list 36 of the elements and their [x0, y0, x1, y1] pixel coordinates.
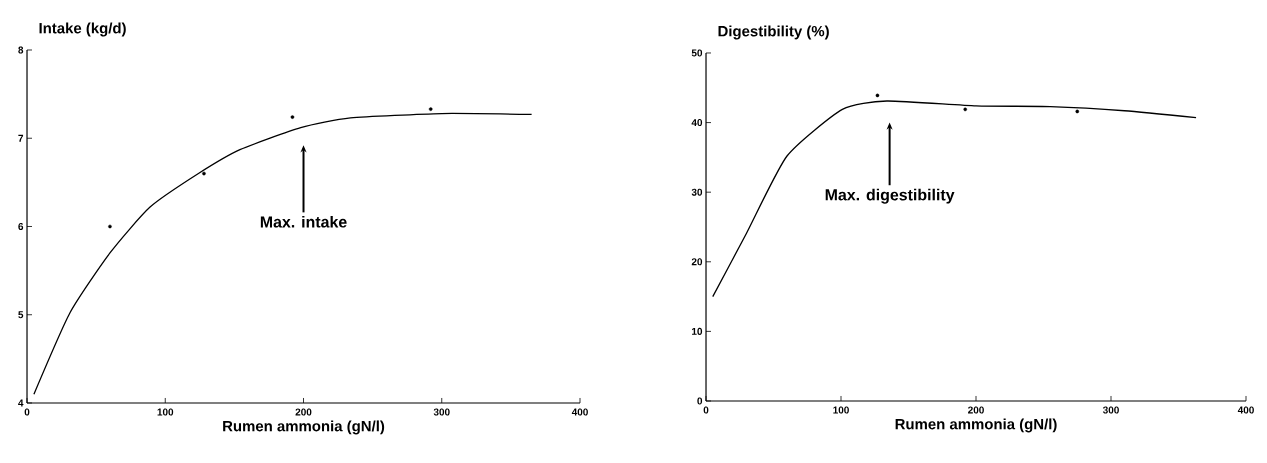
x-tick-label: 200	[968, 406, 984, 414]
y-tick-label: 10	[692, 327, 703, 335]
point	[290, 115, 295, 119]
chart-title: Digestibility (%)	[718, 25, 829, 40]
x-tick-label: 100	[157, 408, 174, 416]
y-tick-label: 5	[18, 311, 24, 319]
x-axis-title: Rumen ammonia (gN/l)	[895, 418, 1057, 433]
x-tick-label: 0	[24, 408, 30, 416]
x-tick-label: 0	[703, 406, 709, 414]
point	[202, 171, 206, 176]
y-tick-label: 20	[691, 258, 703, 266]
point	[1075, 109, 1080, 114]
annotation: Max. intake	[260, 215, 347, 228]
x-tick-label: 200	[295, 408, 312, 416]
point	[875, 93, 880, 98]
y-tick-label: 6	[18, 222, 24, 231]
x-tick-label: 100	[833, 406, 849, 414]
chart-title: Intake (kg/d)	[39, 22, 126, 37]
x-tick-label: 400	[1237, 406, 1254, 414]
point	[963, 107, 968, 112]
x-axis-title: Rumen ammonia (gN/l)	[223, 420, 385, 435]
line-series	[33, 112, 533, 395]
y-tick-label: 4	[18, 399, 24, 407]
y-tick-label: 8	[18, 46, 24, 54]
x-tick-label: 300	[433, 408, 450, 416]
y-tick-label: 0	[697, 397, 703, 405]
y-tick-label: 40	[691, 119, 703, 127]
y-tick-label: 50	[691, 49, 703, 57]
y-tick-label: 30	[691, 188, 703, 196]
point	[108, 224, 112, 229]
annotation: Max. digestibility	[825, 188, 955, 204]
y-tick-label: 7	[18, 134, 24, 142]
x-tick-label: 400	[571, 408, 588, 416]
line-series	[712, 100, 1197, 298]
x-tick-label: 300	[1102, 406, 1119, 414]
point	[428, 107, 433, 111]
